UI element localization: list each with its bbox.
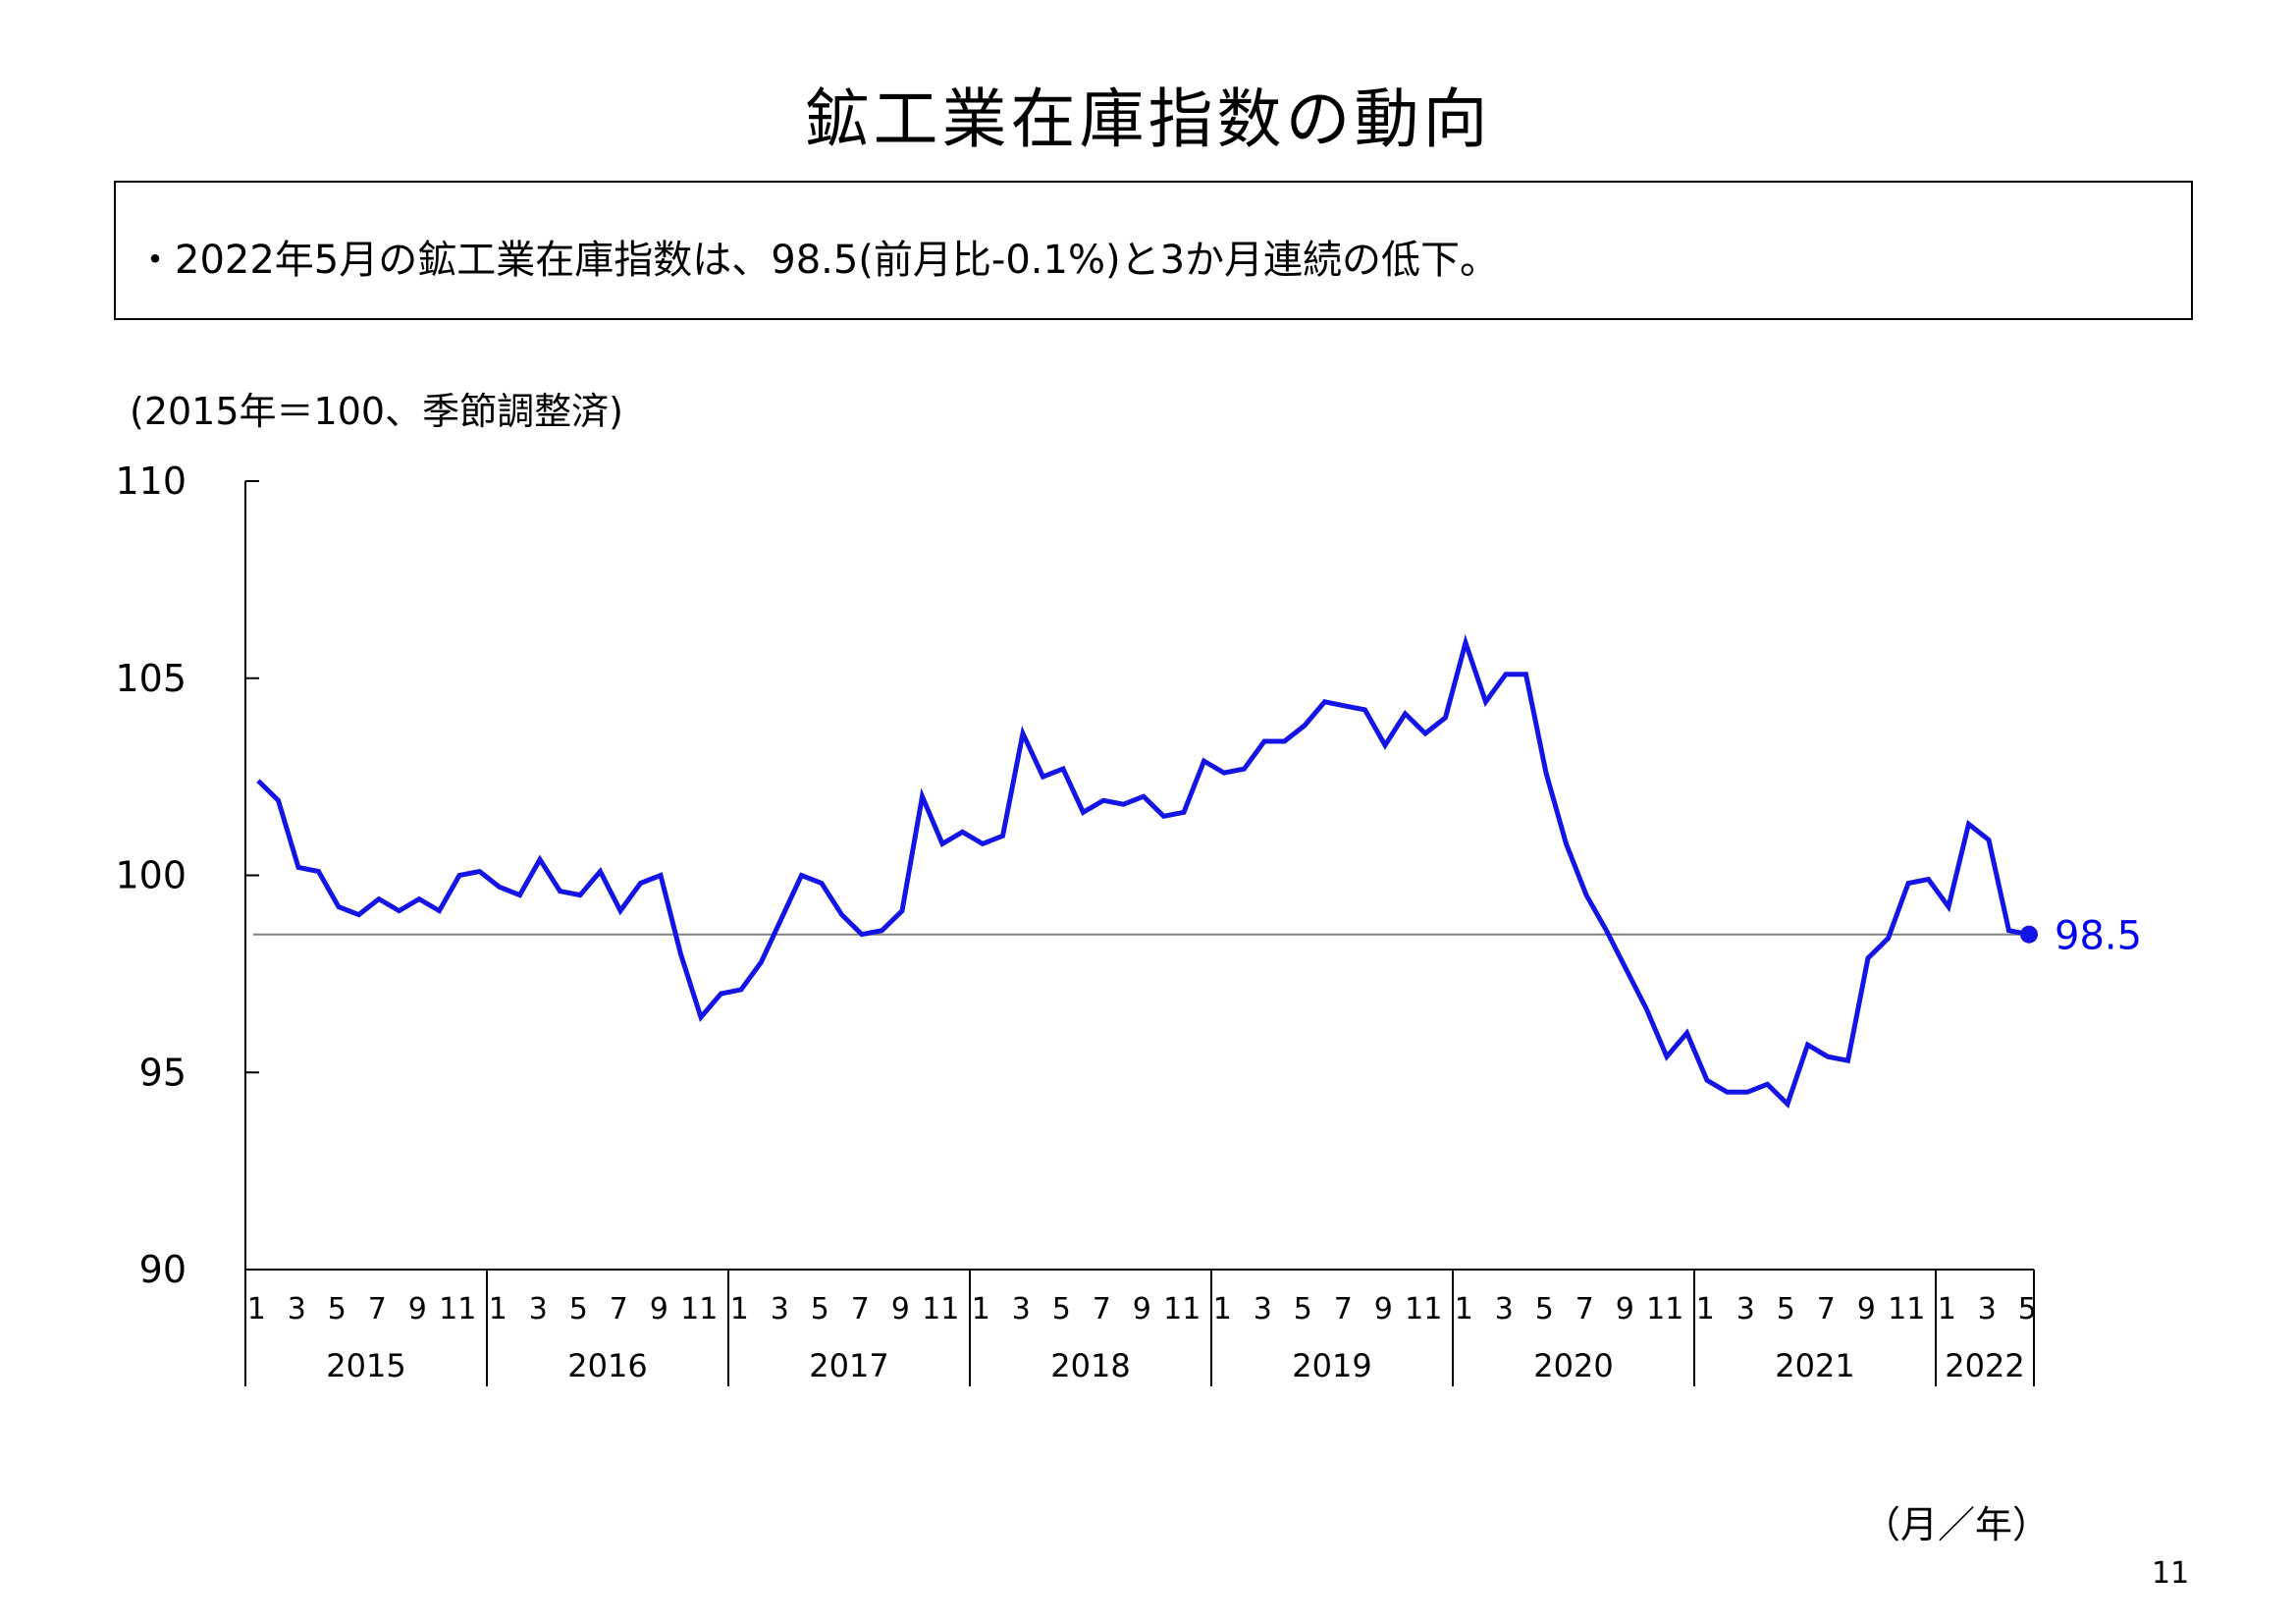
month-tick-label: 7 — [1575, 1292, 1594, 1326]
month-tick-label: 1 — [730, 1292, 749, 1326]
month-tick-label: 1 — [972, 1292, 990, 1326]
year-tick-label: 2020 — [1533, 1347, 1613, 1384]
month-tick-label: 9 — [408, 1292, 427, 1326]
x-axis-note: （月／年） — [1863, 1503, 2051, 1546]
month-tick-label: 7 — [368, 1292, 387, 1326]
month-tick-label: 5 — [2018, 1292, 2037, 1326]
end-value-label: 98.5 — [2055, 914, 2142, 959]
series-line — [256, 634, 2030, 1109]
month-tick-label: 9 — [1374, 1292, 1393, 1326]
y-tick-label: 105 — [115, 657, 187, 700]
month-tick-label: 7 — [1817, 1292, 1836, 1326]
month-tick-label: 7 — [1334, 1292, 1353, 1326]
month-tick-label: 1 — [1455, 1292, 1473, 1326]
month-tick-label: 3 — [1254, 1292, 1272, 1326]
month-tick-label: 11 — [439, 1292, 476, 1326]
month-tick-label: 5 — [811, 1292, 829, 1326]
month-tick-label: 5 — [328, 1292, 347, 1326]
month-tick-label: 5 — [1294, 1292, 1312, 1326]
month-tick-label: 3 — [771, 1292, 789, 1326]
month-tick-label: 1 — [1213, 1292, 1232, 1326]
month-tick-label: 1 — [247, 1292, 266, 1326]
month-tick-label: 5 — [1535, 1292, 1554, 1326]
page-number: 11 — [2152, 1556, 2190, 1591]
y-tick-label: 90 — [139, 1248, 187, 1291]
year-tick-label: 2021 — [1775, 1347, 1854, 1384]
summary-box: ・2022年5月の鉱工業在庫指数は、98.5(前月比-0.1%)と3か月連続の低… — [114, 181, 2193, 320]
month-tick-label: 11 — [1646, 1292, 1683, 1326]
year-tick-label: 2015 — [326, 1347, 405, 1384]
month-tick-label: 7 — [610, 1292, 628, 1326]
month-tick-label: 11 — [922, 1292, 959, 1326]
y-tick-label: 110 — [115, 460, 187, 503]
month-tick-label: 11 — [1163, 1292, 1201, 1326]
month-tick-label: 3 — [1736, 1292, 1755, 1326]
year-tick-label: 2018 — [1050, 1347, 1130, 1384]
month-tick-label: 5 — [1777, 1292, 1795, 1326]
year-tick-label: 2022 — [1945, 1347, 2024, 1384]
y-tick-label: 100 — [115, 854, 187, 897]
month-tick-label: 1 — [489, 1292, 507, 1326]
month-tick-label: 5 — [569, 1292, 588, 1326]
month-tick-label: 1 — [1938, 1292, 1956, 1326]
month-tick-label: 11 — [1888, 1292, 1925, 1326]
month-tick-label: 3 — [1978, 1292, 1997, 1326]
month-tick-label: 9 — [1616, 1292, 1634, 1326]
page-title: 鉱工業在庫指数の動向 — [804, 81, 1492, 157]
month-tick-label: 9 — [1133, 1292, 1151, 1326]
end-point-marker — [2020, 925, 2038, 944]
month-tick-label: 1 — [1696, 1292, 1715, 1326]
month-tick-label: 11 — [1405, 1292, 1442, 1326]
month-tick-label: 9 — [1857, 1292, 1876, 1326]
month-tick-label: 5 — [1052, 1292, 1071, 1326]
year-tick-label: 2017 — [809, 1347, 888, 1384]
month-tick-label: 9 — [891, 1292, 910, 1326]
month-tick-label: 3 — [529, 1292, 548, 1326]
year-tick-label: 2019 — [1292, 1347, 1371, 1384]
month-tick-label: 11 — [680, 1292, 718, 1326]
year-tick-label: 2016 — [567, 1347, 647, 1384]
summary-text: ・2022年5月の鉱工業在庫指数は、98.5(前月比-0.1%)と3か月連続の低… — [135, 238, 1500, 283]
month-tick-label: 3 — [1012, 1292, 1031, 1326]
unit-note: (2015年＝100、季節調整済) — [130, 390, 623, 433]
month-tick-label: 3 — [288, 1292, 306, 1326]
month-tick-label: 3 — [1495, 1292, 1514, 1326]
y-tick-label: 95 — [139, 1051, 187, 1094]
month-tick-label: 7 — [851, 1292, 870, 1326]
month-tick-label: 9 — [650, 1292, 668, 1326]
month-tick-label: 7 — [1093, 1292, 1111, 1326]
